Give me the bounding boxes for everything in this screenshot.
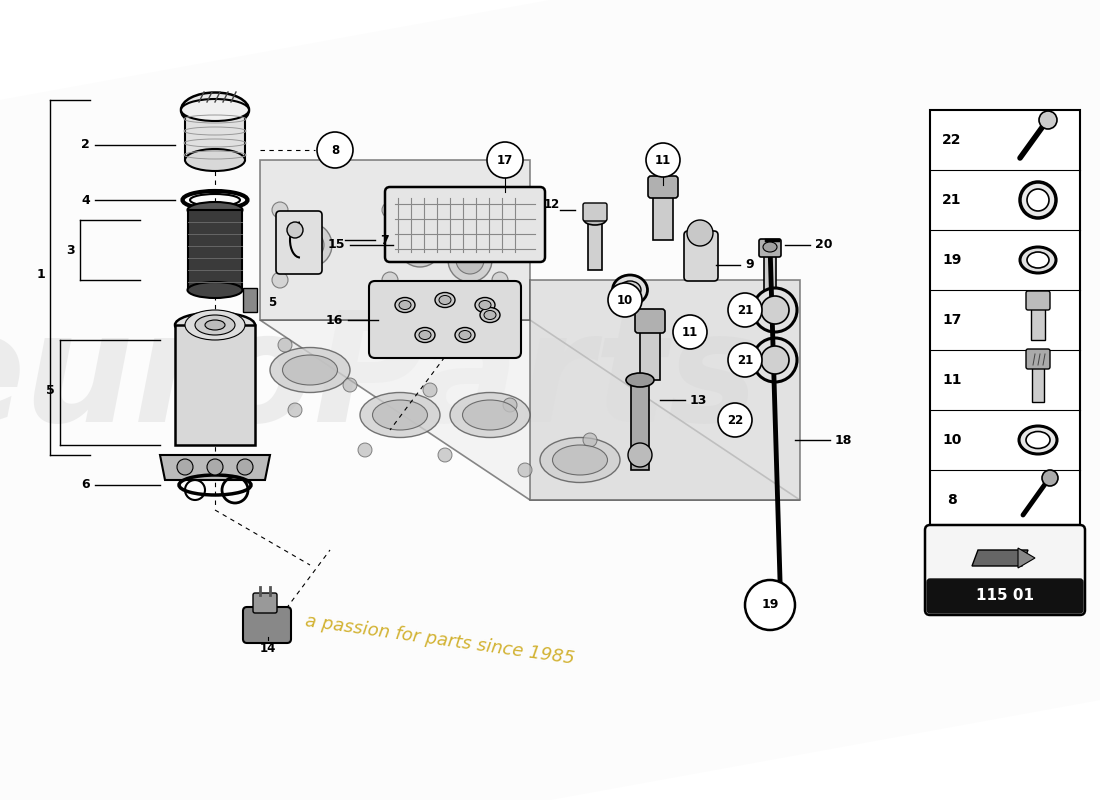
- Ellipse shape: [373, 400, 428, 430]
- Circle shape: [1040, 111, 1057, 129]
- Ellipse shape: [450, 393, 530, 438]
- Circle shape: [382, 272, 398, 288]
- Text: 115 01: 115 01: [976, 589, 1034, 603]
- Text: 11: 11: [654, 154, 671, 166]
- Circle shape: [518, 463, 532, 477]
- Circle shape: [343, 378, 358, 392]
- Ellipse shape: [1027, 252, 1049, 268]
- Circle shape: [296, 231, 324, 259]
- Circle shape: [1027, 189, 1049, 211]
- Text: 21: 21: [737, 354, 754, 366]
- Circle shape: [728, 293, 762, 327]
- Bar: [930, 110, 1080, 530]
- Ellipse shape: [619, 281, 641, 299]
- Ellipse shape: [399, 301, 411, 310]
- Circle shape: [424, 383, 437, 397]
- Ellipse shape: [205, 320, 225, 330]
- Ellipse shape: [484, 310, 496, 319]
- Circle shape: [492, 202, 508, 218]
- Circle shape: [754, 338, 798, 382]
- Bar: [631, 380, 649, 470]
- Bar: [188, 210, 242, 290]
- Text: 18: 18: [835, 434, 852, 446]
- Ellipse shape: [360, 393, 440, 438]
- Circle shape: [608, 283, 642, 317]
- Circle shape: [673, 315, 707, 349]
- FancyBboxPatch shape: [684, 231, 718, 281]
- Circle shape: [688, 220, 713, 246]
- Circle shape: [207, 459, 223, 475]
- Text: 5: 5: [46, 383, 55, 397]
- Ellipse shape: [455, 327, 475, 342]
- Bar: [640, 330, 660, 380]
- Ellipse shape: [475, 298, 495, 313]
- Circle shape: [438, 448, 452, 462]
- Circle shape: [382, 202, 398, 218]
- Ellipse shape: [270, 347, 350, 393]
- Circle shape: [278, 338, 292, 352]
- Ellipse shape: [1026, 431, 1050, 449]
- Circle shape: [761, 346, 789, 374]
- FancyBboxPatch shape: [1026, 291, 1050, 310]
- Text: 9: 9: [745, 258, 754, 271]
- Circle shape: [646, 143, 680, 177]
- Text: 15: 15: [328, 238, 345, 251]
- Text: 8: 8: [331, 143, 339, 157]
- Ellipse shape: [195, 315, 235, 335]
- FancyBboxPatch shape: [759, 239, 781, 257]
- Text: 19: 19: [943, 253, 961, 267]
- Text: 16: 16: [326, 314, 343, 326]
- Ellipse shape: [459, 330, 471, 339]
- Ellipse shape: [185, 149, 245, 171]
- FancyBboxPatch shape: [925, 525, 1085, 615]
- Circle shape: [236, 459, 253, 475]
- Ellipse shape: [480, 307, 501, 322]
- Circle shape: [272, 202, 288, 218]
- Ellipse shape: [187, 202, 242, 218]
- FancyBboxPatch shape: [368, 281, 521, 358]
- Ellipse shape: [283, 355, 338, 385]
- Circle shape: [492, 272, 508, 288]
- Ellipse shape: [434, 293, 455, 307]
- Ellipse shape: [552, 445, 607, 475]
- Text: 17: 17: [943, 313, 961, 327]
- Bar: [1031, 308, 1045, 340]
- Ellipse shape: [182, 99, 249, 121]
- Circle shape: [628, 443, 652, 467]
- Bar: [653, 195, 673, 240]
- FancyBboxPatch shape: [385, 187, 544, 262]
- Circle shape: [1042, 470, 1058, 486]
- Bar: [175, 325, 255, 445]
- Polygon shape: [972, 550, 1028, 566]
- Ellipse shape: [626, 373, 654, 387]
- Bar: [243, 288, 257, 312]
- Ellipse shape: [1020, 247, 1056, 273]
- Text: 4: 4: [81, 194, 90, 206]
- Text: 19: 19: [761, 598, 779, 611]
- Ellipse shape: [763, 242, 777, 252]
- Circle shape: [728, 343, 762, 377]
- Circle shape: [398, 223, 442, 267]
- Polygon shape: [530, 280, 800, 500]
- Text: 10: 10: [943, 433, 961, 447]
- Text: 21: 21: [943, 193, 961, 207]
- Text: 22: 22: [943, 133, 961, 147]
- Circle shape: [745, 580, 795, 630]
- Text: 3: 3: [66, 243, 75, 257]
- Circle shape: [456, 246, 484, 274]
- FancyBboxPatch shape: [243, 607, 292, 643]
- Text: 13: 13: [690, 394, 707, 406]
- Text: 6: 6: [81, 478, 90, 491]
- Ellipse shape: [478, 301, 491, 310]
- Ellipse shape: [613, 275, 648, 305]
- Bar: [1032, 367, 1044, 402]
- FancyBboxPatch shape: [583, 203, 607, 221]
- Text: a passion for parts since 1985: a passion for parts since 1985: [304, 612, 576, 668]
- Text: 2: 2: [81, 138, 90, 151]
- Bar: [588, 220, 602, 270]
- Bar: [764, 255, 776, 315]
- Text: 22: 22: [727, 414, 744, 426]
- Circle shape: [317, 132, 353, 168]
- Circle shape: [288, 223, 332, 267]
